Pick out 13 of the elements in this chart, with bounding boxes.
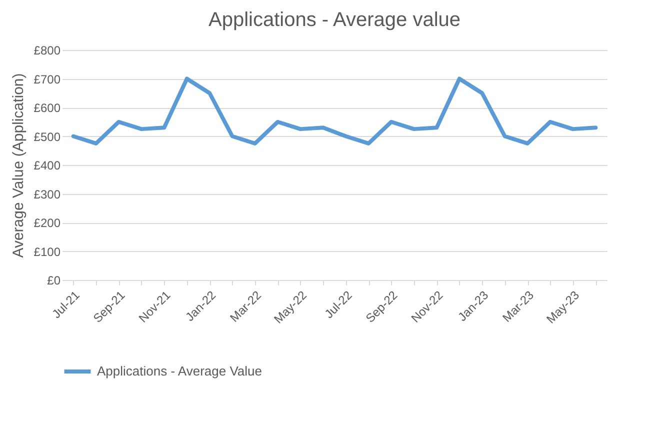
chart-title: Applications - Average value — [208, 9, 461, 31]
y-tick-label: £800 — [34, 44, 61, 58]
y-tick-label: £0 — [47, 274, 61, 288]
y-tick-label: £400 — [34, 158, 61, 172]
y-tick-label: £600 — [34, 101, 61, 115]
y-axis-title: Average Value (Application) — [10, 73, 27, 258]
y-tick-label: £700 — [34, 72, 61, 86]
line-series — [71, 76, 598, 146]
legend-label: Applications - Average Value — [97, 364, 262, 378]
y-tick-label: £100 — [34, 244, 61, 259]
y-tick-label: £200 — [34, 216, 61, 230]
y-tick-label: £300 — [34, 187, 61, 202]
y-tick-label: £500 — [34, 130, 61, 144]
